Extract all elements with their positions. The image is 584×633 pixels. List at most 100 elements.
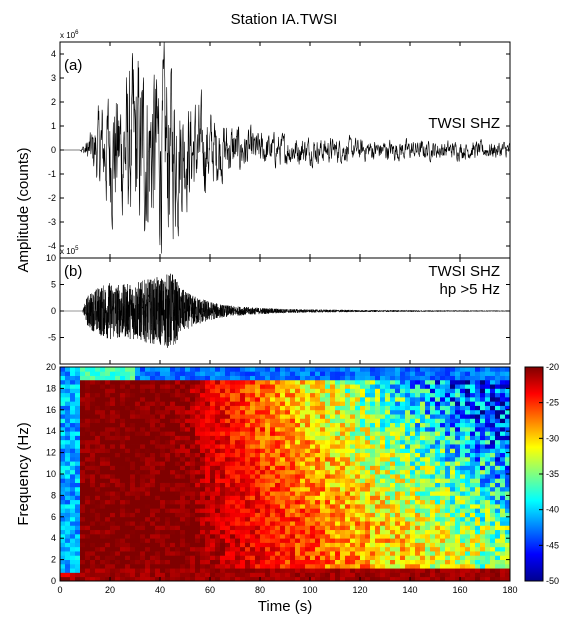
spectrogram-cell [225, 538, 231, 543]
spectrogram-cell [165, 401, 171, 406]
spectrogram-cell [110, 503, 116, 509]
spectrogram-cell [265, 546, 271, 552]
spectrogram-cell [190, 414, 196, 419]
spectrogram-cell [350, 478, 356, 483]
spectrogram-cell [470, 414, 476, 419]
spectrogram-cell [220, 422, 226, 428]
spectrogram-cell [140, 486, 146, 492]
spectrogram-cell [325, 521, 331, 526]
spectrogram-cell [115, 371, 121, 376]
spectrogram-cell [395, 572, 401, 578]
spectrogram-cell [390, 555, 396, 560]
spectrogram-cell [335, 388, 341, 394]
spectrogram-cell [395, 388, 401, 394]
spectrogram-cell [310, 521, 316, 526]
spectrogram-cell [435, 405, 441, 411]
spectrogram-cell [190, 456, 196, 462]
spectrogram-cell [480, 529, 486, 535]
spectrogram-cell [125, 461, 131, 466]
spectrogram-cell [75, 461, 81, 466]
spectrogram-cell [105, 521, 111, 526]
spectrogram-cell [85, 538, 91, 543]
spectrogram-cell [185, 491, 191, 496]
spectrogram-cell [255, 482, 261, 488]
spectrogram-cell [435, 533, 441, 539]
spectrogram-cell [295, 422, 301, 428]
spectrogram-cell [440, 559, 446, 565]
spectrogram-cell [255, 422, 261, 428]
spectrogram-cell [480, 521, 486, 526]
spectrogram-cell [470, 469, 476, 475]
spectrogram-cell [85, 409, 91, 415]
spectrogram-cell [225, 396, 231, 402]
spectrogram-cell [420, 384, 426, 389]
spectrogram-cell [460, 499, 466, 505]
spectrogram-cell [295, 418, 301, 424]
spectrogram-cell [350, 431, 356, 436]
spectrogram-cell [420, 551, 426, 556]
spectrogram-cell [165, 551, 171, 556]
spectrogram-cell [150, 456, 156, 462]
spectrogram-cell [235, 452, 241, 458]
spectrogram-cell [135, 495, 141, 501]
spectrogram-cell [280, 439, 286, 445]
spectrogram-cell [395, 482, 401, 488]
spectrogram-cell [340, 542, 346, 548]
spectrogram-cell [485, 371, 491, 376]
spectrogram-cell [450, 431, 456, 436]
spectrogram-cell [295, 495, 301, 501]
spectrogram-cell [245, 367, 251, 372]
spectrogram-cell [275, 444, 281, 449]
spectrogram-cell [330, 512, 336, 518]
spectrogram-cell [170, 414, 176, 419]
spectrogram-cell [450, 388, 456, 394]
spectrogram-cell [210, 422, 216, 428]
spectrogram-cell [145, 512, 151, 518]
spectrogram-cell [460, 529, 466, 535]
spectrogram-cell [175, 401, 181, 406]
spectrogram-cell [275, 555, 281, 560]
spectrogram-cell [400, 371, 406, 376]
spectrogram-cell [475, 474, 481, 479]
spectrogram-cell [405, 533, 411, 539]
spectrogram-cell [240, 401, 246, 406]
spectrogram-cell [280, 431, 286, 436]
spectrogram-cell [455, 503, 461, 509]
spectrogram-cell [85, 418, 91, 424]
spectrogram-cell [180, 431, 186, 436]
spectrogram-cell [185, 525, 191, 531]
spectrogram-cell [480, 405, 486, 411]
spectrogram-cell [370, 478, 376, 483]
spectrogram-cell [210, 414, 216, 419]
spectrogram-cell [220, 546, 226, 552]
spectrogram-cell [325, 405, 331, 411]
spectrogram-cell [260, 486, 266, 492]
spectrogram-cell [465, 439, 471, 445]
spectrogram-cell [325, 456, 331, 462]
spectrogram-cell [445, 508, 451, 513]
spectrogram-cell [395, 538, 401, 543]
spectrogram-cell [390, 512, 396, 518]
spectrogram-cell [345, 516, 351, 522]
spectrogram-cell [440, 456, 446, 462]
spectrogram-cell [200, 551, 206, 556]
spectrogram-cell [250, 371, 256, 376]
spectrogram-cell [95, 418, 101, 424]
panel-b-y-tick-label: 10 [46, 253, 56, 263]
spectrogram-cell [215, 572, 221, 578]
spectrogram-cell [275, 401, 281, 406]
spectrogram-cell [495, 384, 501, 389]
spectrogram-cell [360, 491, 366, 496]
spectrogram-cell [135, 435, 141, 441]
spectrogram-cell [455, 495, 461, 501]
spectrogram-cell [240, 452, 246, 458]
spectrogram-cell [250, 538, 256, 543]
spectrogram-cell [455, 392, 461, 398]
spectrogram-cell [490, 461, 496, 466]
spectrogram-cell [315, 516, 321, 522]
spectrogram-cell [215, 392, 221, 398]
spectrogram-cell [355, 542, 361, 548]
spectrogram-cell [80, 555, 86, 560]
spectrogram-cell [445, 568, 451, 573]
spectrogram-cell [450, 516, 456, 522]
